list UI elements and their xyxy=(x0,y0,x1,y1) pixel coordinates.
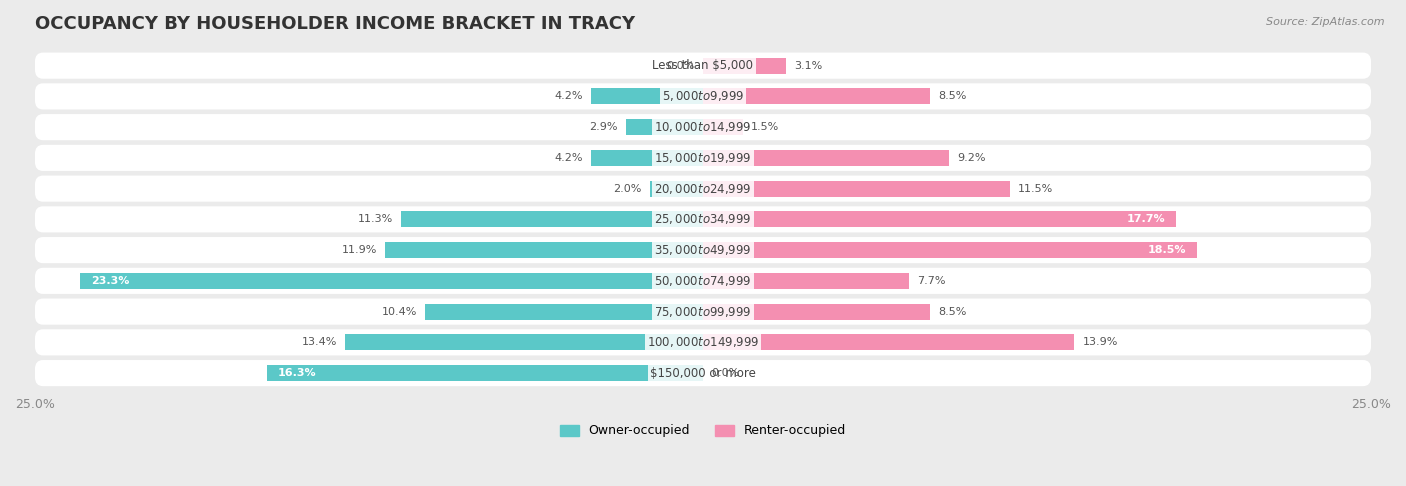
FancyBboxPatch shape xyxy=(35,114,1371,140)
Text: $35,000 to $49,999: $35,000 to $49,999 xyxy=(654,243,752,257)
Text: 0.0%: 0.0% xyxy=(711,368,740,378)
Text: 2.0%: 2.0% xyxy=(613,184,641,193)
Text: $150,000 or more: $150,000 or more xyxy=(650,366,756,380)
Bar xyxy=(703,211,1175,227)
FancyBboxPatch shape xyxy=(35,83,1371,109)
Text: $10,000 to $14,999: $10,000 to $14,999 xyxy=(654,120,752,134)
Text: 23.3%: 23.3% xyxy=(91,276,129,286)
Bar xyxy=(591,150,703,166)
Text: 4.2%: 4.2% xyxy=(554,153,582,163)
Text: 11.9%: 11.9% xyxy=(342,245,377,255)
Bar xyxy=(703,334,1074,350)
Text: $75,000 to $99,999: $75,000 to $99,999 xyxy=(654,305,752,319)
FancyBboxPatch shape xyxy=(35,52,1371,79)
Bar xyxy=(703,119,744,135)
Text: 13.4%: 13.4% xyxy=(301,337,337,347)
Bar xyxy=(650,181,703,197)
Text: 11.5%: 11.5% xyxy=(1018,184,1053,193)
Bar xyxy=(267,365,703,381)
FancyBboxPatch shape xyxy=(35,268,1371,294)
Text: 18.5%: 18.5% xyxy=(1149,245,1187,255)
Bar xyxy=(401,211,703,227)
Text: $50,000 to $74,999: $50,000 to $74,999 xyxy=(654,274,752,288)
Bar xyxy=(703,150,949,166)
Bar xyxy=(703,181,1011,197)
Text: 8.5%: 8.5% xyxy=(938,91,966,102)
Text: $5,000 to $9,999: $5,000 to $9,999 xyxy=(662,89,744,104)
Bar xyxy=(703,304,931,320)
Text: OCCUPANCY BY HOUSEHOLDER INCOME BRACKET IN TRACY: OCCUPANCY BY HOUSEHOLDER INCOME BRACKET … xyxy=(35,15,636,33)
Bar xyxy=(626,119,703,135)
Text: 10.4%: 10.4% xyxy=(381,307,418,316)
Legend: Owner-occupied, Renter-occupied: Owner-occupied, Renter-occupied xyxy=(555,419,851,442)
Text: 11.3%: 11.3% xyxy=(357,214,394,225)
Bar xyxy=(591,88,703,104)
FancyBboxPatch shape xyxy=(35,298,1371,325)
Bar xyxy=(344,334,703,350)
Text: 13.9%: 13.9% xyxy=(1083,337,1118,347)
FancyBboxPatch shape xyxy=(35,330,1371,355)
Text: 7.7%: 7.7% xyxy=(917,276,945,286)
Text: 16.3%: 16.3% xyxy=(278,368,316,378)
FancyBboxPatch shape xyxy=(35,360,1371,386)
Text: $25,000 to $34,999: $25,000 to $34,999 xyxy=(654,212,752,226)
FancyBboxPatch shape xyxy=(35,206,1371,232)
Bar xyxy=(425,304,703,320)
Text: 0.0%: 0.0% xyxy=(666,61,695,70)
Text: 8.5%: 8.5% xyxy=(938,307,966,316)
FancyBboxPatch shape xyxy=(35,145,1371,171)
FancyBboxPatch shape xyxy=(35,175,1371,202)
Bar xyxy=(703,88,931,104)
Text: 4.2%: 4.2% xyxy=(554,91,582,102)
Bar xyxy=(385,242,703,258)
Text: 9.2%: 9.2% xyxy=(957,153,986,163)
Text: $20,000 to $24,999: $20,000 to $24,999 xyxy=(654,182,752,196)
Text: 3.1%: 3.1% xyxy=(794,61,823,70)
Text: $100,000 to $149,999: $100,000 to $149,999 xyxy=(647,335,759,349)
Text: Source: ZipAtlas.com: Source: ZipAtlas.com xyxy=(1267,17,1385,27)
Bar xyxy=(703,242,1198,258)
Text: Less than $5,000: Less than $5,000 xyxy=(652,59,754,72)
Text: 17.7%: 17.7% xyxy=(1126,214,1166,225)
Bar xyxy=(703,58,786,74)
FancyBboxPatch shape xyxy=(35,237,1371,263)
Text: 2.9%: 2.9% xyxy=(589,122,617,132)
Bar xyxy=(80,273,703,289)
Text: 1.5%: 1.5% xyxy=(751,122,779,132)
Bar xyxy=(703,273,908,289)
Text: $15,000 to $19,999: $15,000 to $19,999 xyxy=(654,151,752,165)
